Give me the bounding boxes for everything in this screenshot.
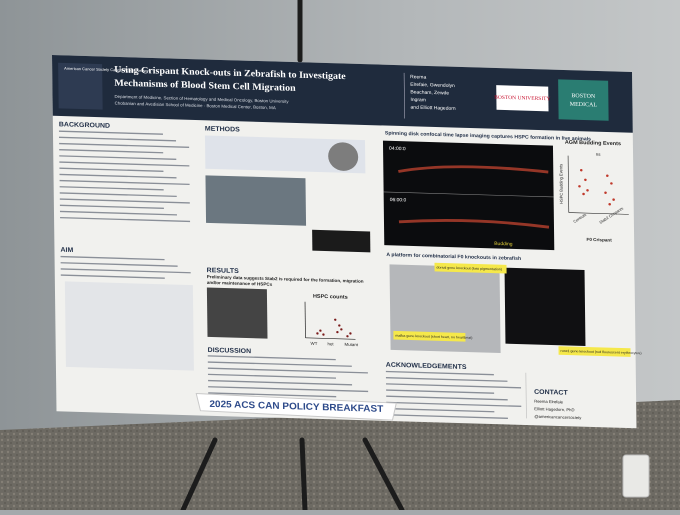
photo <box>312 230 370 253</box>
bmc-text: BOSTON <box>571 93 596 100</box>
figure <box>65 281 194 370</box>
photo <box>505 268 586 346</box>
section-heading: METHODS <box>205 126 240 134</box>
section-heading: AIM <box>60 247 73 254</box>
bmc-text: MEDICAL <box>570 102 598 109</box>
chart-title: HSPC counts <box>313 294 348 301</box>
y-label: HSPC Budding Events <box>558 164 564 204</box>
x-label: F0 Crispant <box>586 237 612 243</box>
author: Ingram <box>410 97 426 103</box>
category-label: het <box>328 341 335 346</box>
timelapse <box>383 141 554 250</box>
outlet <box>623 455 649 497</box>
author: Reema <box>410 74 426 80</box>
section-heading: DISCUSSION <box>208 347 252 355</box>
section-heading: CONTACT <box>534 389 569 397</box>
category-label: WT <box>311 341 318 346</box>
author: Beacham, Zewde <box>410 89 449 96</box>
category-label: Mutant <box>345 342 359 347</box>
poster: American Cancer Society Cancer Action Ne… <box>52 55 642 428</box>
overlay: Budding <box>494 241 513 247</box>
contact-line: Reema Elrefaie <box>534 399 564 405</box>
bmc-logo <box>558 79 609 120</box>
photo <box>205 175 306 225</box>
timestamp: 06:00:0 <box>390 197 407 203</box>
photo <box>207 287 268 338</box>
timestamp: 04:00:0 <box>389 146 406 152</box>
